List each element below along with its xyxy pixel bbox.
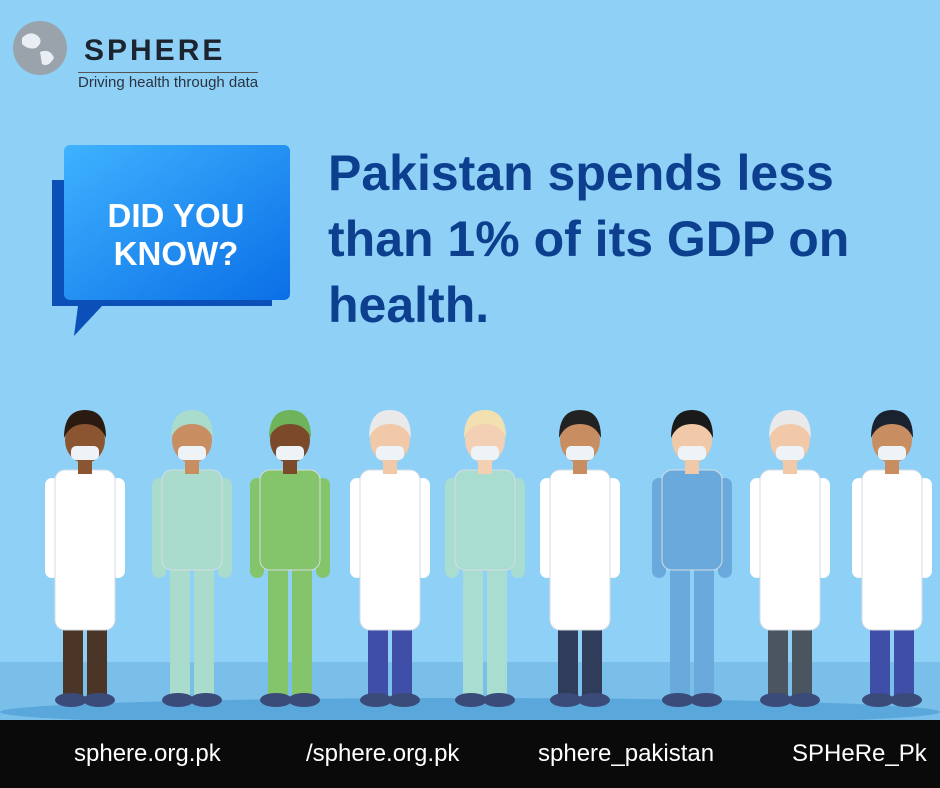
people-illustration (45, 410, 932, 707)
badge-line: DID YOU (107, 197, 245, 234)
shoe (260, 693, 292, 707)
mask (471, 446, 499, 460)
shoe (788, 693, 820, 707)
shoe (760, 693, 792, 707)
bubble (64, 145, 290, 300)
logo-name: SPHERE (84, 34, 226, 67)
torso (54, 469, 116, 631)
torso (861, 469, 923, 631)
hair (871, 410, 913, 438)
mask (71, 446, 99, 460)
shoe (690, 693, 722, 707)
twitter-link[interactable]: SPHeRe_Pk (792, 740, 927, 767)
badge: DID YOU KNOW? (62, 197, 290, 273)
logo-tagline: Driving health through data (78, 72, 259, 91)
shoe (483, 693, 515, 707)
hair (769, 410, 811, 438)
shoe (288, 693, 320, 707)
mask (678, 446, 706, 460)
website-link[interactable]: sphere.org.pk (74, 740, 221, 767)
torso (454, 469, 516, 571)
instagram-link[interactable]: sphere_pakistan (538, 740, 715, 767)
shoe (360, 693, 392, 707)
mask (776, 446, 804, 460)
footer: sphere.org.pk /sphere.org.pk sphere_paki… (0, 720, 940, 788)
logo-continents (22, 33, 54, 66)
hair (464, 410, 506, 438)
torso (161, 469, 223, 571)
torso (661, 469, 723, 571)
hair (269, 410, 311, 438)
mask (566, 446, 594, 460)
shoe (578, 693, 610, 707)
torso (259, 469, 321, 571)
leg (268, 560, 288, 696)
torso (759, 469, 821, 631)
shoe (550, 693, 582, 707)
shoe (55, 693, 87, 707)
mask (276, 446, 304, 460)
leg (194, 560, 214, 696)
hair (369, 410, 411, 438)
hair (171, 410, 213, 438)
shoe (455, 693, 487, 707)
mask (878, 446, 906, 460)
shoe (388, 693, 420, 707)
leg (463, 560, 483, 696)
shoe (162, 693, 194, 707)
mask (178, 446, 206, 460)
logo-globe (13, 21, 67, 75)
facebook-link[interactable]: /sphere.org.pk (306, 740, 460, 767)
shoe (83, 693, 115, 707)
hair (64, 410, 106, 438)
shoe (190, 693, 222, 707)
shoe (862, 693, 894, 707)
leg (292, 560, 312, 696)
shoe (662, 693, 694, 707)
leg (487, 560, 507, 696)
leg (170, 560, 190, 696)
headline: Pakistan spends less than 1% of its GDP … (328, 145, 850, 333)
torso (359, 469, 421, 631)
hair (671, 410, 713, 438)
torso (549, 469, 611, 631)
shoe (890, 693, 922, 707)
hair (559, 410, 601, 438)
badge-line: KNOW? (113, 235, 239, 272)
mask (376, 446, 404, 460)
leg (670, 560, 690, 696)
leg (694, 560, 714, 696)
